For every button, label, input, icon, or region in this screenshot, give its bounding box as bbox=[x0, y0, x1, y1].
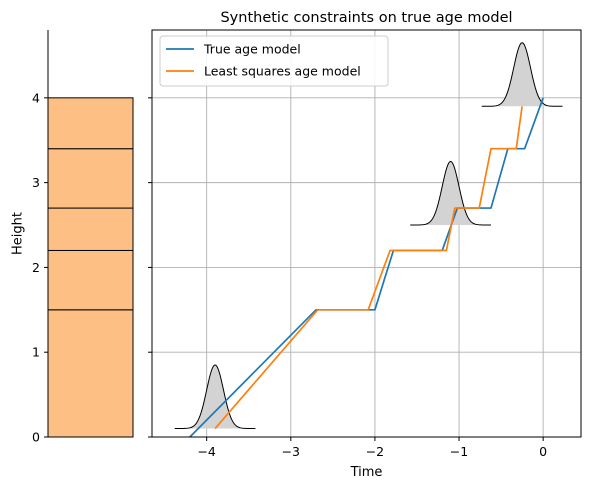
stratigraphic-layer bbox=[47, 207, 134, 251]
x-tick-label: −3 bbox=[282, 444, 300, 459]
stratigraphic-layers bbox=[47, 97, 134, 438]
chart-title: Synthetic constraints on true age model bbox=[220, 10, 512, 26]
stratigraphic-column-panel: 0 1 2 3 4 Height bbox=[11, 30, 134, 445]
left-y-tick-label: 0 bbox=[32, 430, 40, 445]
x-tick-label: −2 bbox=[366, 444, 384, 459]
x-tick-label: −1 bbox=[450, 444, 468, 459]
constraint-curve bbox=[481, 42, 563, 107]
x-axis-label: Time bbox=[350, 465, 383, 480]
stratigraphic-layer bbox=[47, 309, 134, 438]
legend: True age model Least squares age model bbox=[159, 35, 389, 87]
age-model-panel: −4 −3 −2 −1 0 Time Synthetic constraints on … bbox=[148, 10, 582, 480]
x-tick-label: 0 bbox=[539, 444, 547, 459]
plot-frame bbox=[151, 29, 582, 438]
x-tick-label: −4 bbox=[197, 444, 215, 459]
constraint-curve bbox=[410, 160, 491, 226]
y-axis-label: Height bbox=[11, 212, 26, 255]
series-lines bbox=[189, 97, 544, 438]
stratigraphic-layer bbox=[47, 249, 134, 311]
left-y-tick-label: 2 bbox=[32, 260, 40, 275]
constraint-curve bbox=[174, 364, 256, 430]
legend-box bbox=[159, 35, 389, 87]
least-squares-age-model-line bbox=[214, 106, 523, 430]
x-ticks: −4 −3 −2 −1 0 bbox=[197, 437, 547, 459]
left-y-tick-label: 1 bbox=[32, 345, 40, 360]
constraint-fill bbox=[410, 161, 491, 226]
constraint-distributions bbox=[174, 42, 563, 430]
left-y-ticks: 0 1 2 3 4 bbox=[32, 90, 48, 445]
constraint-fill bbox=[481, 42, 563, 107]
legend-label-true-age-model: True age model bbox=[203, 42, 301, 57]
left-y-tick-label: 3 bbox=[32, 175, 40, 190]
left-y-tick-label: 4 bbox=[32, 90, 40, 105]
stratigraphic-layer bbox=[47, 148, 134, 209]
constraint-fill bbox=[174, 364, 256, 429]
legend-label-least-squares-age-model: Least squares age model bbox=[204, 64, 361, 79]
right-y-ticks bbox=[148, 97, 152, 438]
stratigraphic-layer bbox=[47, 97, 134, 150]
